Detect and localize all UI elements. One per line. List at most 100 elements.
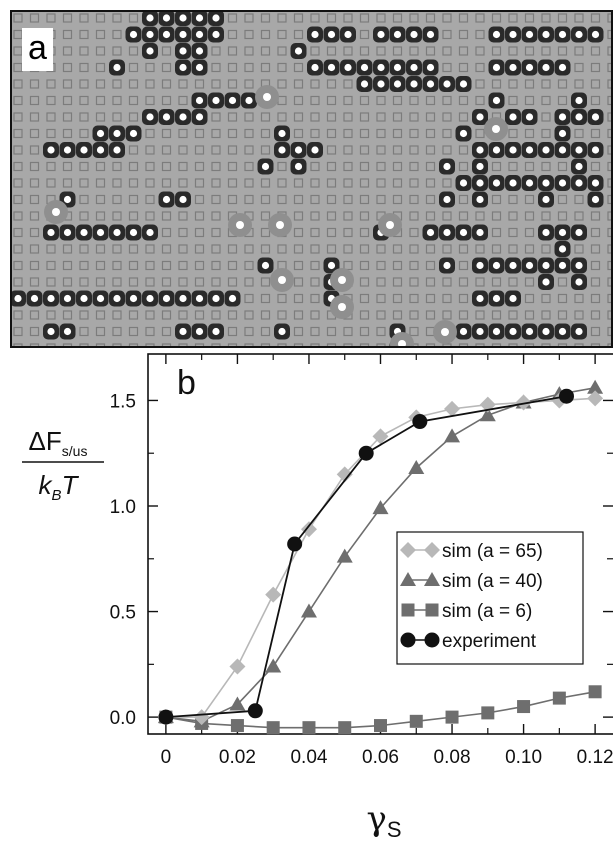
chart-b: 0 0.02 0.04 0.06 0.08 0.10 0.12 0.0 0.5 1.0 1.5 b ΔF… bbox=[22, 353, 613, 842]
particle bbox=[195, 63, 204, 72]
particle bbox=[294, 146, 303, 154]
particle bbox=[575, 96, 583, 105]
data-point bbox=[481, 706, 495, 720]
data-point bbox=[158, 709, 174, 725]
particle bbox=[443, 261, 451, 270]
free-particle bbox=[492, 125, 500, 133]
particle bbox=[80, 294, 88, 303]
particle bbox=[146, 47, 154, 55]
particle bbox=[294, 47, 303, 55]
data-point bbox=[193, 709, 210, 726]
particle bbox=[228, 96, 237, 105]
data-point bbox=[265, 586, 282, 603]
particle bbox=[393, 63, 402, 72]
data-point bbox=[230, 719, 244, 733]
particle bbox=[212, 294, 220, 303]
particle bbox=[558, 63, 567, 72]
particle bbox=[195, 294, 204, 303]
x-tick-label: 0.12 bbox=[577, 747, 613, 768]
particle bbox=[146, 30, 154, 39]
particle bbox=[96, 294, 105, 303]
particle bbox=[591, 146, 600, 154]
particle bbox=[509, 146, 517, 154]
data-point bbox=[587, 379, 604, 394]
particle bbox=[96, 146, 105, 154]
particle bbox=[195, 30, 204, 39]
particle bbox=[212, 30, 220, 39]
particle bbox=[162, 195, 171, 204]
particle bbox=[327, 30, 336, 39]
particle bbox=[476, 179, 484, 187]
data-point bbox=[445, 710, 459, 724]
free-particle-halo bbox=[390, 332, 414, 346]
particle bbox=[459, 179, 468, 187]
y-axis-label-denominator: kBT bbox=[39, 470, 80, 504]
particle bbox=[228, 294, 237, 303]
free-particle bbox=[386, 221, 394, 229]
particle bbox=[459, 80, 468, 88]
particle bbox=[179, 195, 187, 204]
panel-b-label: b bbox=[177, 364, 196, 402]
free-particle bbox=[338, 303, 346, 311]
particle bbox=[179, 47, 187, 55]
y-tick-label: 1.5 bbox=[110, 391, 136, 412]
particle bbox=[162, 30, 171, 39]
particle bbox=[476, 162, 484, 171]
particle bbox=[14, 294, 22, 303]
particle bbox=[96, 129, 105, 138]
particle bbox=[558, 245, 567, 253]
data-point bbox=[408, 460, 425, 474]
particle bbox=[261, 261, 270, 270]
data-point bbox=[412, 414, 428, 430]
data-point bbox=[444, 400, 461, 417]
particle bbox=[443, 228, 451, 237]
particle bbox=[179, 14, 187, 22]
particle bbox=[426, 30, 435, 39]
particle bbox=[509, 327, 517, 336]
data-point bbox=[358, 445, 374, 461]
particle bbox=[459, 327, 468, 336]
particle bbox=[179, 63, 187, 72]
particle bbox=[575, 162, 583, 171]
particle bbox=[212, 327, 220, 336]
particle bbox=[96, 228, 105, 237]
particle bbox=[278, 129, 286, 138]
particle bbox=[195, 14, 204, 22]
particle bbox=[278, 327, 286, 336]
legend-marker bbox=[400, 632, 416, 648]
data-point bbox=[552, 691, 566, 705]
particle bbox=[162, 14, 171, 22]
free-particle bbox=[441, 328, 449, 336]
data-point bbox=[247, 703, 263, 719]
x-tick-label: 0 bbox=[161, 747, 172, 768]
particle bbox=[575, 179, 583, 187]
particle bbox=[591, 195, 600, 204]
particle bbox=[311, 146, 319, 154]
particle bbox=[113, 63, 121, 72]
particle bbox=[410, 63, 418, 72]
free-particle bbox=[338, 276, 346, 284]
particle bbox=[509, 63, 517, 72]
data-point bbox=[338, 721, 352, 735]
x-axis-label: γS bbox=[366, 799, 401, 842]
particle bbox=[80, 228, 88, 237]
particle bbox=[360, 63, 369, 72]
particle bbox=[426, 63, 435, 72]
particle bbox=[129, 294, 138, 303]
particle bbox=[459, 129, 468, 138]
particle bbox=[146, 113, 154, 121]
legend-label: experiment bbox=[442, 631, 537, 652]
particle bbox=[476, 195, 484, 204]
free-particle bbox=[236, 221, 244, 229]
particle bbox=[245, 96, 253, 105]
particle bbox=[212, 96, 220, 105]
particle bbox=[377, 63, 385, 72]
particle bbox=[410, 30, 418, 39]
particle bbox=[377, 80, 385, 88]
particle bbox=[410, 80, 418, 88]
particle bbox=[476, 228, 484, 237]
particle bbox=[113, 146, 121, 154]
free-particle bbox=[52, 208, 60, 216]
particle bbox=[476, 327, 484, 336]
free-particle bbox=[398, 340, 406, 346]
